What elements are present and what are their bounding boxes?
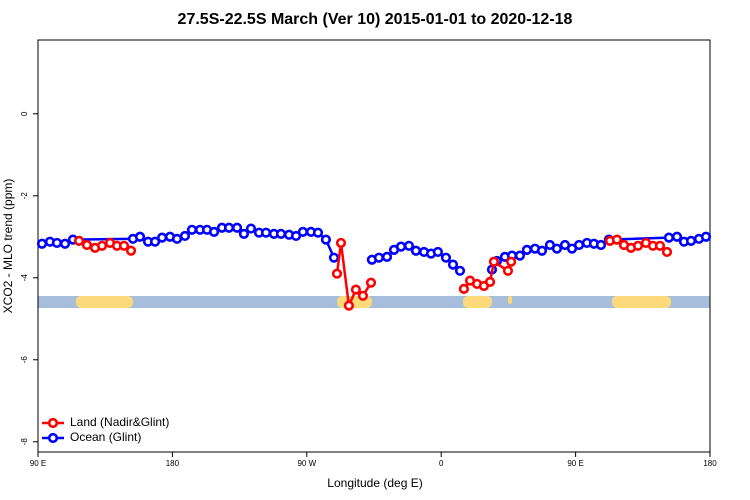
- plot-frame: [37, 39, 711, 453]
- data-point: [260, 227, 272, 238]
- data-point: [661, 246, 673, 258]
- data-point: [502, 265, 514, 276]
- data-point: [505, 256, 517, 267]
- legend-marker: [47, 417, 59, 429]
- data-point: [381, 251, 393, 262]
- chart-title: 27.5S-22.5S March (Ver 10) 2015-01-01 to…: [178, 11, 573, 28]
- data-point: [245, 223, 257, 234]
- data-point: [335, 237, 347, 249]
- land-patch: [76, 296, 133, 308]
- x-tick-label: 90 W: [297, 459, 316, 468]
- x-tick-label: 0: [439, 459, 444, 468]
- data-point: [320, 234, 332, 245]
- legend: Land (Nadir&Glint)Ocean (Glint): [42, 415, 169, 444]
- data-point: [458, 283, 469, 294]
- data-point: [208, 226, 220, 237]
- data-point: [447, 259, 459, 270]
- x-tick-label: 90 E: [567, 459, 583, 468]
- y-tick-label: -2: [20, 192, 29, 200]
- data-point: [484, 276, 496, 287]
- data-point: [514, 250, 525, 261]
- data-point: [365, 277, 377, 288]
- data-point: [149, 236, 161, 247]
- land-patch: [612, 296, 671, 308]
- data-point: [700, 231, 712, 242]
- x-tick-label: 90 E: [30, 459, 46, 468]
- data-point: [454, 265, 466, 276]
- data-point: [59, 238, 71, 249]
- y-axis-label: XCO2 - MLO trend (ppm): [1, 179, 15, 314]
- y-tick-label: -4: [20, 274, 29, 282]
- legend-marker: [47, 432, 59, 444]
- x-tick-label: 180: [166, 459, 180, 468]
- legend-label: Ocean (Glint): [70, 430, 141, 444]
- data-point: [403, 240, 415, 251]
- data-point: [125, 245, 137, 256]
- data-point: [331, 268, 343, 279]
- data-point: [671, 231, 683, 242]
- data-point: [73, 235, 85, 246]
- data-point: [685, 235, 697, 246]
- data-point: [81, 239, 93, 251]
- data-point: [186, 224, 198, 235]
- data-point: [179, 230, 191, 242]
- data-point: [290, 230, 302, 242]
- legend-label: Land (Nadir&Glint): [70, 415, 169, 429]
- y-tick-label: -6: [20, 356, 29, 364]
- y-tick-label: 0: [20, 111, 29, 116]
- data-point: [223, 222, 235, 233]
- data-point: [328, 252, 340, 263]
- data-point: [297, 226, 309, 237]
- data-point: [171, 233, 183, 244]
- data-point: [654, 240, 666, 251]
- data-point: [312, 227, 324, 238]
- data-point: [51, 237, 63, 249]
- y-tick-label: -8: [20, 438, 29, 446]
- data-point: [134, 231, 146, 242]
- land-patch: [508, 296, 512, 304]
- data-point: [432, 246, 444, 258]
- ocean-band: [38, 296, 710, 308]
- x-axis-label: Longitude (deg E): [327, 476, 422, 490]
- data-point: [410, 245, 422, 256]
- data-point: [488, 256, 500, 267]
- data-point: [238, 228, 250, 240]
- data-point: [343, 300, 355, 311]
- data-point: [663, 232, 675, 243]
- data-point: [551, 243, 563, 254]
- data-point: [536, 245, 548, 256]
- data-point: [156, 232, 168, 243]
- data-point: [521, 244, 533, 255]
- data-point: [350, 284, 362, 295]
- data-point: [118, 240, 130, 251]
- data-point: [373, 252, 385, 263]
- data-point: [440, 252, 452, 263]
- data-point: [36, 238, 48, 249]
- data-point: [595, 239, 607, 251]
- data-point: [275, 228, 287, 240]
- data-point: [231, 222, 243, 233]
- land-patch: [463, 296, 492, 308]
- data-point: [96, 240, 108, 251]
- x-tick-label: 180: [703, 459, 717, 468]
- data-point: [395, 241, 407, 252]
- land-strip: [38, 296, 710, 308]
- data-point: [611, 234, 623, 245]
- data-point: [573, 239, 585, 251]
- data-point: [357, 290, 369, 301]
- data-point: [632, 240, 644, 251]
